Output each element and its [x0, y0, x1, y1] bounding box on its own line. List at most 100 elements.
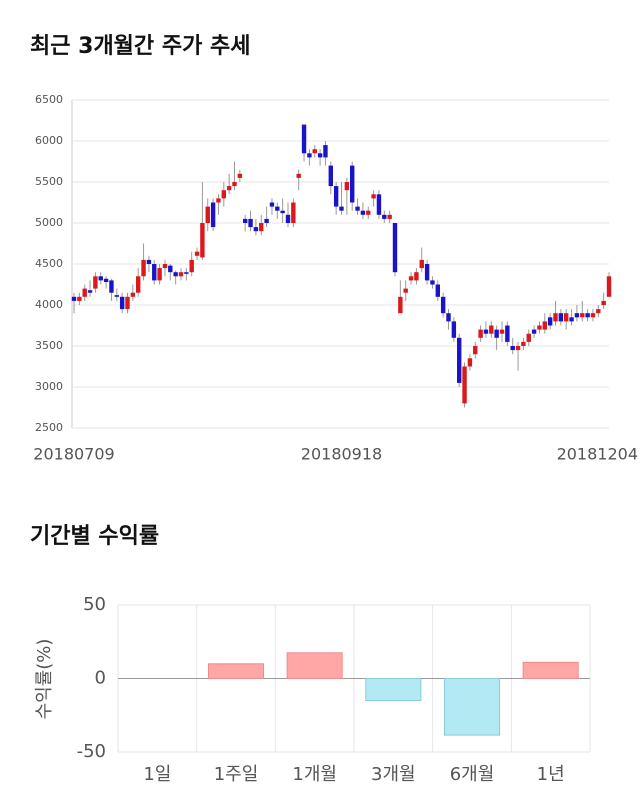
candle-body: [82, 288, 87, 297]
candle-body: [344, 182, 350, 191]
candle-body: [355, 206, 360, 211]
y-tick-label: 2500: [35, 421, 63, 434]
candle-body: [564, 313, 569, 322]
candle-body: [451, 321, 457, 338]
y-tick-label: 3500: [35, 339, 63, 352]
chart-title: 최근 3개월간 주가 추세: [30, 34, 250, 59]
candle-body: [590, 313, 596, 318]
candle-body: [157, 268, 162, 281]
bar: [522, 661, 579, 680]
candle-body: [77, 296, 82, 301]
bar: [207, 663, 265, 679]
candle-body: [253, 227, 259, 232]
candle-body: [152, 264, 157, 281]
candle-body: [398, 296, 403, 314]
x-tick-label: 1개월: [292, 764, 337, 785]
y-tick-label: 4000: [35, 298, 63, 311]
candle-body: [162, 264, 168, 269]
candle-body: [489, 325, 494, 334]
candle-body: [350, 165, 355, 203]
candle-body: [408, 276, 414, 281]
candle-body: [184, 272, 189, 274]
candle-body: [259, 223, 264, 232]
candle-body: [414, 272, 419, 281]
candle-body: [114, 295, 119, 297]
candle-body: [457, 337, 462, 383]
candle-body: [360, 210, 366, 215]
candle-body: [312, 149, 317, 154]
candle-body: [553, 313, 558, 322]
candle-body: [243, 218, 248, 223]
y-tick-label: 3000: [35, 380, 63, 393]
candle-body: [248, 218, 253, 228]
y-tick-label: 5000: [35, 216, 63, 229]
candle-body: [499, 329, 505, 334]
candle-body: [323, 145, 328, 158]
candle-body: [505, 325, 510, 342]
candle-body: [194, 251, 200, 256]
candle-body: [280, 210, 285, 214]
candle-body: [515, 346, 521, 351]
candle-body: [237, 173, 243, 178]
candle-body: [366, 210, 371, 215]
candle-body: [136, 276, 141, 293]
candle-body: [531, 329, 537, 334]
candle-body: [574, 313, 580, 318]
candle-body: [141, 259, 146, 277]
x-tick-label: 1주일: [214, 764, 259, 785]
candle-body: [125, 296, 130, 310]
x-tick-label: 20180709: [33, 445, 114, 464]
candle-body: [446, 313, 451, 322]
candle-body: [87, 290, 93, 293]
y-axis-label: 수익률(%): [34, 639, 55, 720]
bar: [443, 678, 501, 736]
candle-body: [109, 280, 114, 293]
candle-body: [189, 259, 194, 273]
bar: [365, 678, 422, 702]
y-tick-label: 5500: [35, 175, 63, 188]
candle-body: [435, 284, 440, 297]
candle-body: [296, 173, 301, 178]
candle-body: [419, 259, 424, 269]
candle-body: [606, 276, 612, 297]
candle-body: [462, 366, 467, 404]
candle-body: [339, 206, 344, 211]
candle-body: [403, 288, 408, 293]
candle-body: [285, 214, 291, 223]
candle-body: [210, 202, 216, 228]
candle-body: [93, 276, 98, 289]
candle-body: [473, 346, 478, 355]
candle-body: [221, 190, 226, 199]
candle-body: [200, 223, 205, 258]
candle-body: [178, 272, 184, 277]
candle-body: [547, 317, 553, 326]
candle-body: [526, 333, 531, 342]
candle-body: [440, 296, 446, 314]
candle-body: [333, 186, 339, 207]
candle-body: [601, 300, 606, 305]
x-tick-label: 20180918: [301, 445, 382, 464]
candle-body: [205, 206, 210, 223]
y-tick-label: 6000: [35, 134, 63, 147]
candle-body: [424, 264, 430, 281]
candle-body: [478, 329, 483, 338]
candle-body: [558, 313, 564, 322]
candle-body: [537, 325, 542, 330]
y-tick-label: 50: [83, 594, 106, 615]
candle-body: [467, 358, 473, 367]
candle-body: [387, 214, 392, 219]
candle-body: [103, 278, 109, 283]
candle-body: [119, 296, 125, 310]
candle-body: [216, 198, 221, 203]
candle-body: [521, 341, 526, 346]
y-tick-label: -50: [77, 741, 106, 762]
candle-body: [392, 223, 398, 273]
candle-body: [71, 296, 77, 301]
candle-body: [98, 276, 103, 281]
candle-body: [317, 153, 323, 158]
x-tick-label: 3개월: [371, 764, 416, 785]
candle-body: [275, 206, 280, 211]
candle-body: [130, 292, 136, 297]
candle-body: [173, 272, 178, 277]
